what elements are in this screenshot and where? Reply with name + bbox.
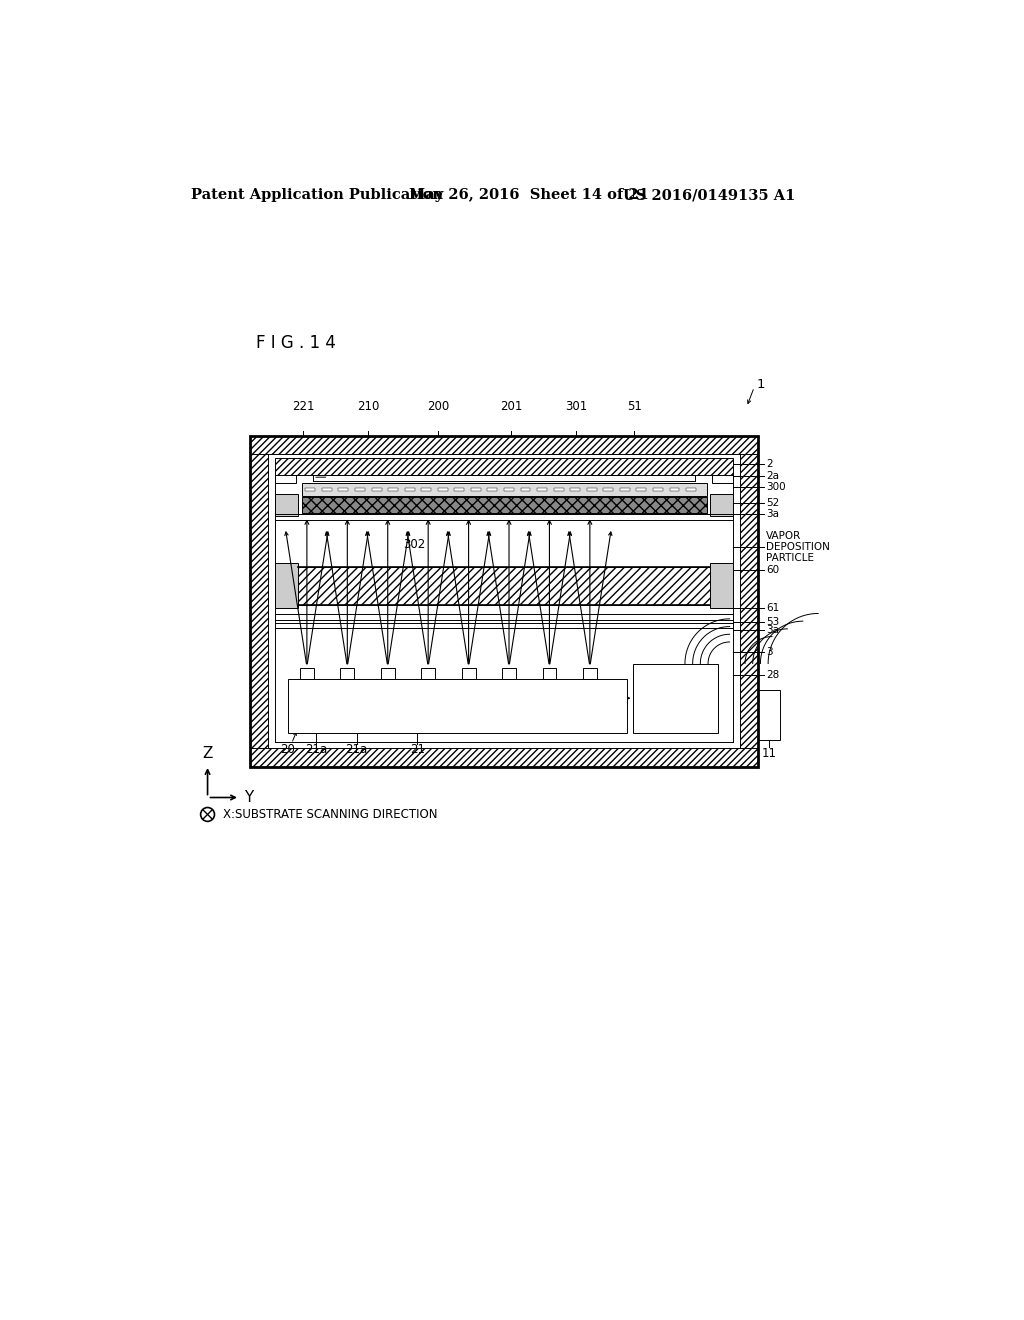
Bar <box>381 668 394 678</box>
Bar <box>520 488 530 491</box>
Text: 200: 200 <box>427 400 449 412</box>
Bar <box>686 488 696 491</box>
Text: 27: 27 <box>604 692 620 705</box>
Bar <box>322 488 332 491</box>
Bar <box>250 454 268 748</box>
Bar <box>404 488 415 491</box>
Text: Patent Application Publication: Patent Application Publication <box>190 189 442 202</box>
Text: 1: 1 <box>757 378 765 391</box>
Text: 52: 52 <box>766 499 779 508</box>
Bar <box>711 564 733 609</box>
Bar <box>758 689 779 739</box>
Text: F I G . 1 4: F I G . 1 4 <box>256 334 336 352</box>
Bar <box>274 458 733 475</box>
Text: 21a: 21a <box>305 743 328 756</box>
Text: 21: 21 <box>410 743 425 756</box>
Bar <box>289 678 628 733</box>
Bar <box>250 748 758 767</box>
Bar <box>305 488 315 491</box>
Bar <box>355 488 365 491</box>
Bar <box>543 668 556 678</box>
Text: 2: 2 <box>766 459 772 469</box>
Bar <box>653 488 663 491</box>
Text: 302: 302 <box>403 539 426 552</box>
Text: US 2016/0149135 A1: US 2016/0149135 A1 <box>624 189 796 202</box>
Text: May 26, 2016  Sheet 14 of 21: May 26, 2016 Sheet 14 of 21 <box>410 189 649 202</box>
Text: 28: 28 <box>766 671 779 680</box>
Bar <box>274 564 298 609</box>
Bar <box>502 668 516 678</box>
Bar <box>301 498 707 512</box>
Text: 3: 3 <box>766 647 772 657</box>
Bar <box>421 488 431 491</box>
Bar <box>637 488 646 491</box>
Bar <box>620 488 630 491</box>
Bar <box>301 483 707 496</box>
Bar <box>340 668 354 678</box>
Text: 300: 300 <box>766 482 785 492</box>
Text: X:SUBSTRATE SCANNING DIRECTION: X:SUBSTRATE SCANNING DIRECTION <box>223 808 437 821</box>
Bar <box>298 566 711 605</box>
Bar <box>583 668 597 678</box>
Bar <box>421 668 435 678</box>
Text: 3a: 3a <box>766 510 779 519</box>
Text: 21a: 21a <box>346 743 368 756</box>
Bar <box>538 488 547 491</box>
Bar <box>274 494 298 516</box>
Text: 210: 210 <box>357 400 380 412</box>
Bar <box>554 488 563 491</box>
Text: 201: 201 <box>500 400 522 412</box>
Bar <box>462 668 475 678</box>
Bar <box>634 664 718 733</box>
Bar <box>712 475 733 483</box>
Bar <box>388 488 398 491</box>
Bar <box>670 488 680 491</box>
Bar <box>711 494 733 516</box>
Bar <box>339 488 348 491</box>
Text: 53: 53 <box>766 616 779 627</box>
Text: 221: 221 <box>292 400 314 412</box>
Text: 3a: 3a <box>766 624 779 635</box>
Bar <box>504 488 514 491</box>
Text: Z: Z <box>203 746 213 760</box>
Text: Y: Y <box>245 789 254 805</box>
Bar <box>739 454 758 748</box>
Text: 2a: 2a <box>766 471 779 482</box>
Bar <box>438 488 447 491</box>
Text: VAPOR
DEPOSITION
PARTICLE: VAPOR DEPOSITION PARTICLE <box>766 532 829 564</box>
Bar <box>471 488 481 491</box>
Text: 51: 51 <box>627 400 642 412</box>
Text: 20: 20 <box>281 743 295 756</box>
Bar <box>570 488 581 491</box>
Bar <box>372 488 382 491</box>
Bar <box>587 488 597 491</box>
Text: 61: 61 <box>766 603 779 612</box>
Bar <box>603 488 613 491</box>
Text: 60: 60 <box>766 565 779 576</box>
Text: 301: 301 <box>565 400 588 412</box>
Text: 11: 11 <box>762 747 776 760</box>
Bar <box>274 475 296 483</box>
Bar <box>455 488 464 491</box>
Bar <box>250 436 758 454</box>
Bar <box>250 436 758 767</box>
Bar <box>300 668 313 678</box>
Bar <box>487 488 498 491</box>
